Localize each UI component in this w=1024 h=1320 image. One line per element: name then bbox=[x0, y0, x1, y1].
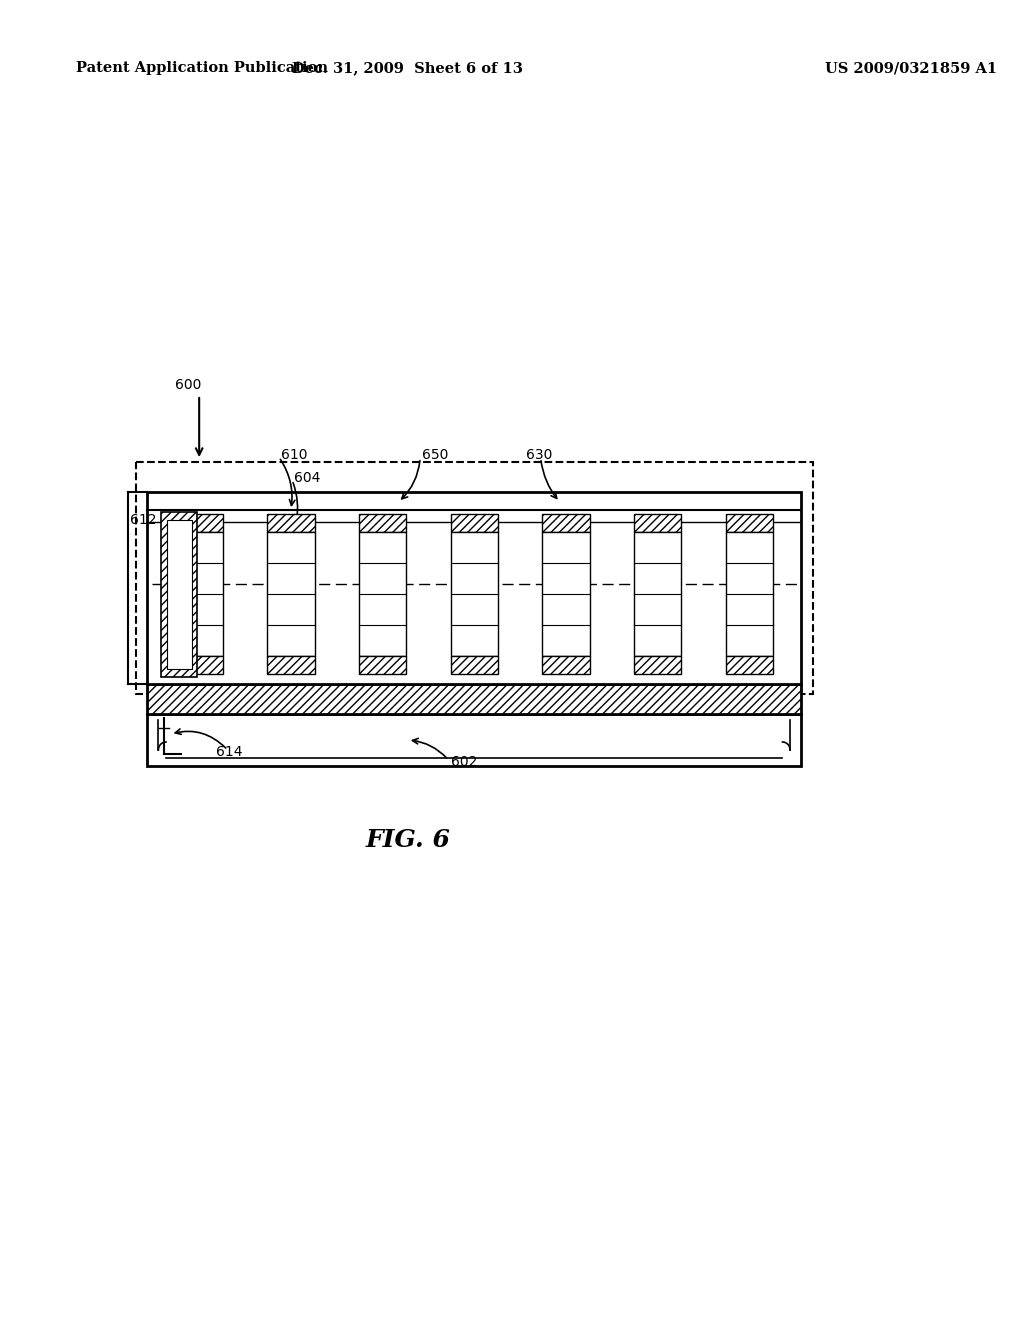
Text: Patent Application Publication: Patent Application Publication bbox=[76, 61, 328, 75]
Bar bbox=[358, 513, 407, 532]
Bar bbox=[358, 656, 407, 675]
Text: FIG. 6: FIG. 6 bbox=[366, 828, 451, 851]
Bar bbox=[175, 532, 223, 656]
Text: 600: 600 bbox=[175, 378, 202, 392]
Text: 612: 612 bbox=[130, 513, 157, 527]
Bar bbox=[267, 513, 314, 532]
Bar bbox=[175, 656, 223, 675]
Bar bbox=[726, 532, 773, 656]
Bar bbox=[175, 513, 223, 532]
Bar bbox=[267, 532, 314, 656]
Text: Dec. 31, 2009  Sheet 6 of 13: Dec. 31, 2009 Sheet 6 of 13 bbox=[293, 61, 523, 75]
Text: US 2009/0321859 A1: US 2009/0321859 A1 bbox=[825, 61, 997, 75]
Bar bbox=[135, 462, 813, 694]
Bar bbox=[634, 532, 681, 656]
Bar bbox=[147, 684, 802, 714]
Text: 650: 650 bbox=[422, 447, 449, 462]
Bar bbox=[267, 656, 314, 675]
Bar bbox=[542, 513, 590, 532]
Bar bbox=[147, 714, 802, 766]
Bar bbox=[726, 656, 773, 675]
Bar bbox=[542, 656, 590, 675]
Text: 610: 610 bbox=[281, 447, 307, 462]
Bar bbox=[451, 513, 498, 532]
Bar bbox=[147, 492, 802, 684]
Bar bbox=[542, 532, 590, 656]
Text: 602: 602 bbox=[451, 755, 477, 770]
Text: 630: 630 bbox=[526, 447, 553, 462]
Bar bbox=[634, 513, 681, 532]
Bar bbox=[726, 513, 773, 532]
Bar bbox=[634, 656, 681, 675]
Text: 614: 614 bbox=[216, 744, 243, 759]
Bar bbox=[451, 656, 498, 675]
Text: 604: 604 bbox=[294, 471, 321, 484]
Bar bbox=[167, 520, 191, 669]
Bar bbox=[358, 532, 407, 656]
Bar bbox=[451, 532, 498, 656]
Bar bbox=[161, 512, 198, 677]
